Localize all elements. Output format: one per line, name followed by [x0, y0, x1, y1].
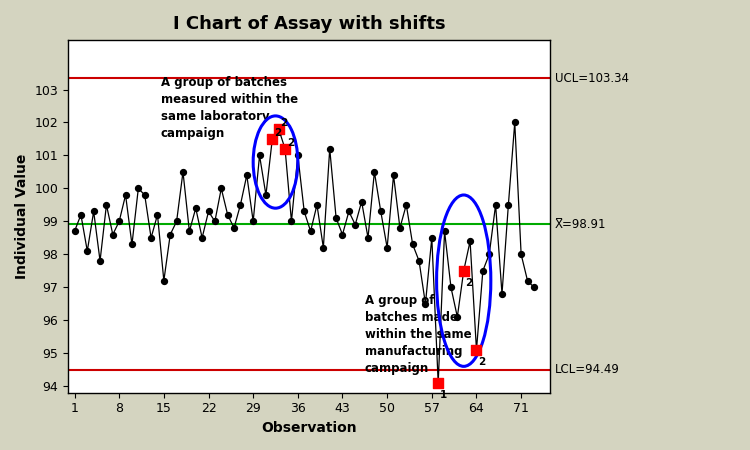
- Point: [202, 208, 214, 215]
- Point: [68, 228, 80, 235]
- Text: LCL=94.49: LCL=94.49: [555, 364, 620, 377]
- Point: [106, 231, 118, 238]
- Point: [75, 211, 87, 218]
- Point: [521, 277, 533, 284]
- Point: [490, 201, 502, 208]
- Point: [241, 171, 253, 179]
- Point: [248, 218, 259, 225]
- Point: [311, 201, 323, 208]
- Point: [292, 152, 304, 159]
- Point: [228, 225, 240, 232]
- Point: [126, 241, 138, 248]
- Text: A group of
batches made
within the same
manufacturing
campaign: A group of batches made within the same …: [364, 294, 472, 375]
- Point: [413, 257, 425, 265]
- Point: [164, 231, 176, 238]
- Point: [406, 241, 418, 248]
- Point: [266, 135, 278, 143]
- Point: [273, 126, 285, 133]
- Point: [330, 215, 342, 222]
- Point: [350, 221, 361, 228]
- Text: 1: 1: [440, 390, 447, 400]
- Text: 2: 2: [274, 128, 281, 138]
- Point: [509, 119, 520, 126]
- Title: I Chart of Assay with shifts: I Chart of Assay with shifts: [172, 15, 446, 33]
- Y-axis label: Individual Value: Individual Value: [15, 154, 29, 279]
- Point: [235, 201, 247, 208]
- Point: [496, 290, 508, 297]
- Point: [279, 145, 291, 153]
- Point: [132, 185, 144, 192]
- Point: [190, 205, 202, 212]
- Text: 2: 2: [478, 357, 485, 367]
- Point: [394, 225, 406, 232]
- Point: [177, 168, 189, 176]
- Point: [209, 218, 221, 225]
- X-axis label: Observation: Observation: [261, 421, 357, 435]
- Point: [119, 191, 131, 198]
- Point: [100, 201, 112, 208]
- Text: X̅=98.91: X̅=98.91: [555, 218, 607, 231]
- Point: [266, 135, 278, 143]
- Point: [432, 379, 444, 387]
- Point: [260, 191, 272, 198]
- Point: [324, 145, 336, 153]
- Point: [426, 234, 438, 242]
- Text: 2: 2: [465, 278, 472, 288]
- Point: [215, 185, 227, 192]
- Point: [528, 284, 540, 291]
- Point: [152, 211, 164, 218]
- Point: [388, 171, 400, 179]
- Point: [458, 267, 470, 274]
- Text: A group of batches
measured within the
same laboratory
campaign: A group of batches measured within the s…: [160, 76, 298, 140]
- Point: [170, 218, 182, 225]
- Point: [445, 284, 457, 291]
- Point: [81, 248, 93, 255]
- Point: [464, 238, 476, 245]
- Point: [483, 251, 495, 258]
- Point: [381, 244, 393, 251]
- Point: [222, 211, 234, 218]
- Point: [503, 201, 515, 208]
- Point: [368, 168, 380, 176]
- Point: [94, 257, 106, 265]
- Point: [158, 277, 170, 284]
- Point: [298, 208, 310, 215]
- Point: [254, 152, 266, 159]
- Point: [458, 267, 470, 274]
- Point: [337, 231, 349, 238]
- Point: [183, 228, 195, 235]
- Point: [470, 346, 482, 354]
- Point: [304, 228, 316, 235]
- Point: [439, 228, 451, 235]
- Point: [470, 346, 482, 354]
- Point: [343, 208, 355, 215]
- Point: [145, 234, 157, 242]
- Point: [273, 126, 285, 133]
- Point: [515, 251, 527, 258]
- Text: 2: 2: [280, 118, 287, 128]
- Point: [375, 208, 387, 215]
- Point: [279, 145, 291, 153]
- Text: 2: 2: [286, 138, 294, 148]
- Point: [196, 234, 208, 242]
- Point: [139, 191, 151, 198]
- Point: [113, 218, 125, 225]
- Point: [452, 313, 464, 320]
- Point: [317, 244, 329, 251]
- Point: [356, 198, 368, 205]
- Point: [362, 234, 374, 242]
- Point: [88, 208, 100, 215]
- Point: [477, 267, 489, 274]
- Point: [286, 218, 298, 225]
- Point: [400, 201, 412, 208]
- Point: [419, 300, 431, 307]
- Point: [432, 379, 444, 387]
- Text: UCL=103.34: UCL=103.34: [555, 72, 629, 85]
